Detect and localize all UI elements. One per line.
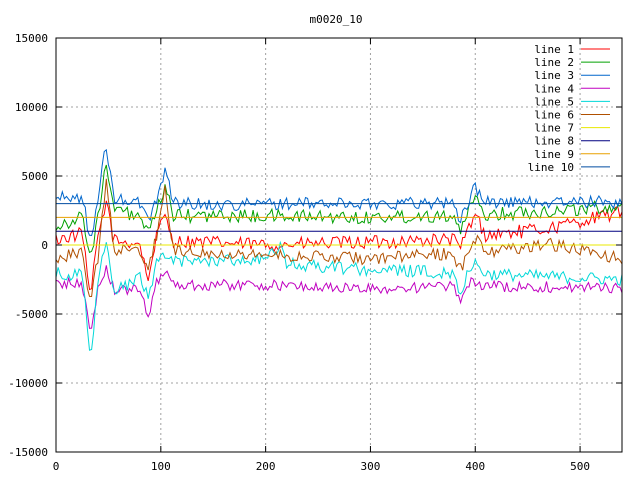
series-line-4 bbox=[55, 265, 623, 329]
legend-label-4: line 4 bbox=[534, 82, 574, 95]
legend-label-10: line 10 bbox=[528, 161, 574, 174]
legend-label-8: line 8 bbox=[534, 135, 574, 148]
legend-label-7: line 7 bbox=[534, 122, 574, 135]
y-tick-label: 15000 bbox=[15, 32, 48, 45]
y-tick-label: 0 bbox=[41, 239, 48, 252]
series-line-2 bbox=[55, 164, 623, 254]
y-tick-label: 5000 bbox=[22, 170, 49, 183]
series-line-5 bbox=[55, 240, 623, 351]
y-tick-label: -5000 bbox=[15, 308, 48, 321]
legend-label-3: line 3 bbox=[534, 69, 574, 82]
x-tick-label: 100 bbox=[151, 460, 171, 473]
y-tick-label: 10000 bbox=[15, 101, 48, 114]
series-line-6 bbox=[55, 178, 623, 298]
chart-title: m0020_10 bbox=[310, 13, 363, 26]
legend-label-1: line 1 bbox=[534, 43, 574, 56]
x-tick-label: 0 bbox=[53, 460, 60, 473]
x-tick-label: 300 bbox=[361, 460, 381, 473]
legend-label-2: line 2 bbox=[534, 56, 574, 69]
x-tick-label: 500 bbox=[570, 460, 590, 473]
series-line-1 bbox=[55, 200, 623, 291]
y-axis: -15000 -10000 -5000 0 5000 10000 15000 bbox=[8, 32, 622, 459]
x-tick-label: 200 bbox=[256, 460, 276, 473]
series-group bbox=[55, 148, 623, 351]
legend-label-6: line 6 bbox=[534, 109, 574, 122]
series-line-3 bbox=[55, 148, 623, 237]
x-axis: 0 100 200 300 400 500 bbox=[53, 38, 590, 473]
y-tick-label: -10000 bbox=[8, 377, 48, 390]
legend-label-5: line 5 bbox=[534, 95, 574, 108]
legend-label-9: line 9 bbox=[534, 148, 574, 161]
x-tick-label: 400 bbox=[465, 460, 485, 473]
y-tick-label: -15000 bbox=[8, 446, 48, 459]
